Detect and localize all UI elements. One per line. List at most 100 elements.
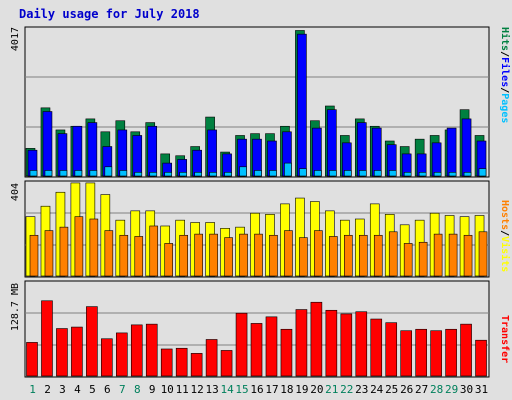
- hosts-bar: [224, 237, 233, 277]
- visits-side-label-part: Visits: [499, 236, 511, 272]
- day-label: 28: [430, 383, 443, 396]
- day-label: 2: [44, 383, 51, 396]
- day-label: 9: [149, 383, 156, 396]
- hosts-bar: [119, 234, 129, 277]
- transfer-bar: [145, 323, 158, 377]
- transfer-bar: [280, 328, 293, 377]
- hosts-bar: [149, 225, 159, 277]
- transfer-bar: [475, 339, 487, 377]
- transfer-bar: [130, 324, 143, 377]
- pages-bar: [329, 170, 337, 177]
- hosts-bar: [388, 231, 398, 277]
- hosts-bar: [29, 234, 39, 277]
- pages-bar: [344, 170, 352, 177]
- visits-side-label: Hosts/Visits: [499, 200, 511, 272]
- transfer-bar: [56, 328, 68, 377]
- day-label: 20: [310, 383, 323, 396]
- hosts-bar: [104, 230, 114, 277]
- visits-side-label-part: /: [499, 230, 510, 236]
- transfer-side-label-part: Transfer: [499, 315, 510, 363]
- pages-bar: [224, 172, 232, 177]
- pages-bar: [418, 172, 427, 177]
- transfer-bar: [205, 339, 218, 377]
- day-label: 17: [265, 383, 278, 396]
- day-label: 10: [161, 383, 174, 396]
- hosts-bar: [433, 233, 443, 277]
- pages-bar: [209, 172, 217, 177]
- files-bar: [57, 133, 68, 177]
- pages-bar: [373, 170, 382, 177]
- pages-bar: [403, 172, 412, 177]
- hosts-bar: [373, 234, 383, 277]
- pages-bar: [433, 172, 442, 177]
- day-label: 13: [205, 383, 218, 396]
- files-bar: [446, 127, 457, 177]
- files-bar: [312, 127, 322, 177]
- day-label: 27: [415, 383, 428, 396]
- transfer-bar: [415, 328, 427, 377]
- pages-bar: [388, 170, 397, 177]
- files-bar: [431, 142, 442, 177]
- pages-bar: [194, 172, 202, 177]
- hits-side-label-part: /: [499, 51, 510, 57]
- transfer-bar: [400, 330, 412, 377]
- hosts-bar: [209, 233, 218, 277]
- hosts-bar: [269, 234, 278, 277]
- transfer-bar: [160, 348, 173, 377]
- day-label: 7: [119, 383, 126, 396]
- day-label: 1: [29, 383, 36, 396]
- hosts-bar: [194, 233, 203, 277]
- day-label: 31: [475, 383, 488, 396]
- files-bar: [207, 129, 217, 177]
- files-bar: [297, 33, 307, 177]
- visits-max-label: 404: [10, 183, 21, 201]
- day-label: 24: [370, 383, 384, 396]
- hits-max-label: 4017: [10, 27, 21, 51]
- pages-bar: [29, 170, 38, 177]
- transfer-bar: [250, 323, 263, 377]
- files-bar: [87, 122, 98, 177]
- transfer-bar: [355, 311, 368, 377]
- pages-bar: [149, 172, 158, 177]
- day-label: 14: [220, 383, 234, 396]
- files-bar: [42, 111, 53, 177]
- hosts-bar: [74, 216, 84, 277]
- pages-bar: [269, 170, 277, 177]
- transfer-bar: [460, 323, 472, 377]
- day-label: 11: [176, 383, 189, 396]
- pages-bar: [119, 170, 128, 177]
- hits-side-label-part: Pages: [499, 93, 510, 123]
- chart-title: Daily usage for July 2018: [19, 7, 200, 21]
- pages-bar: [179, 172, 187, 177]
- hits-side-label: Hits/Files/Pages: [499, 27, 511, 123]
- transfer-bar: [71, 326, 83, 377]
- hosts-bar: [59, 226, 69, 277]
- transfer-bar: [295, 309, 308, 377]
- day-label: 4: [74, 383, 81, 396]
- pages-bar: [284, 162, 292, 177]
- transfer-bar: [370, 318, 383, 377]
- pages-bar: [463, 172, 472, 177]
- files-bar: [371, 127, 382, 177]
- transfer-bar: [235, 312, 248, 377]
- pages-bar: [74, 170, 83, 177]
- hits-side-label-part: Hits: [499, 27, 511, 51]
- hits-side-label-part: /: [499, 87, 510, 93]
- day-label: 23: [355, 383, 368, 396]
- pages-bar: [358, 170, 367, 177]
- day-label: 25: [385, 383, 398, 396]
- pages-bar: [89, 170, 98, 177]
- day-label: 12: [190, 383, 203, 396]
- pages-bar: [59, 170, 68, 177]
- pages-bar: [448, 172, 457, 177]
- pages-bar: [239, 166, 247, 177]
- day-label: 3: [59, 383, 66, 396]
- files-bar: [147, 125, 158, 177]
- transfer-bar: [310, 301, 323, 377]
- hosts-bar: [164, 243, 174, 277]
- transfer-bar: [430, 330, 442, 377]
- day-label: 21: [325, 383, 338, 396]
- transfer-bar: [340, 313, 353, 377]
- hosts-bar: [284, 230, 293, 277]
